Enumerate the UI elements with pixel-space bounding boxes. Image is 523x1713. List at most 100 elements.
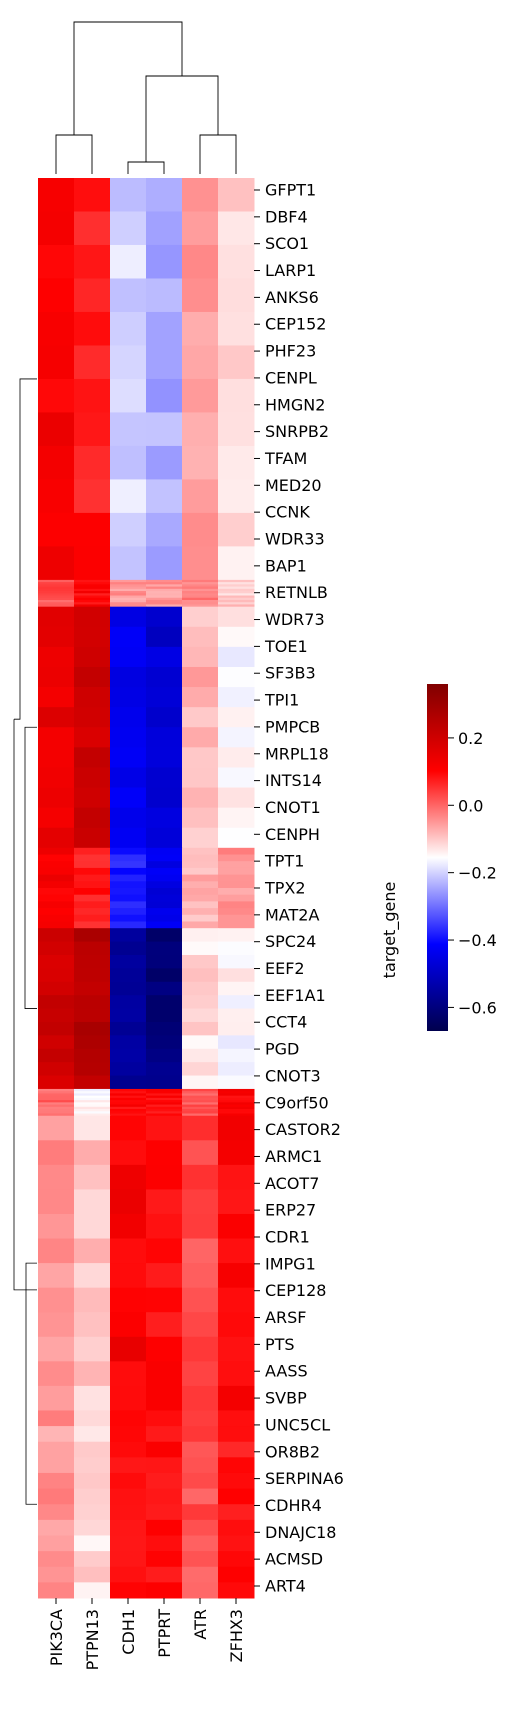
heatmap-cell-cdh1-b7 — [110, 1504, 147, 1521]
heatmap-cell-cdh1-b3 — [110, 908, 147, 916]
heatmap-cell-ptpn13-b0 — [74, 546, 111, 581]
heatmap-cell-pik3ca-b0 — [38, 512, 75, 547]
heatmap-cell-pik3ca-b3 — [38, 921, 75, 929]
colorbar-tick-label: −0.2 — [458, 864, 497, 883]
heatmap-cell-zfhx3-b5 — [218, 1113, 255, 1117]
heatmap-cell-zfhx3-b1 — [218, 586, 255, 590]
heatmap-cell-cdh1-b5 — [110, 1106, 147, 1110]
heatmap-cell-ptpn13-b7 — [74, 1410, 111, 1427]
heatmap-cell-atr-b4 — [182, 941, 219, 956]
heatmap-cell-ptprt-b3 — [146, 901, 183, 909]
heatmap-cell-ptpn13-b4 — [74, 968, 111, 983]
colorbar-tick-label: 0.2 — [458, 729, 483, 748]
heatmap-cell-cdh1-b0 — [110, 311, 147, 346]
heatmap-cell-atr-b5 — [182, 1113, 219, 1117]
heatmap-cell-cdh1-b4 — [110, 1075, 147, 1090]
heatmap-cell-atr-b7 — [182, 1535, 219, 1552]
heatmap-cell-cdh1-b0 — [110, 378, 147, 413]
row-tick-label: GFPT1 — [265, 181, 316, 200]
dendrogram-link — [55, 134, 93, 174]
heatmap-cell-ptpn13-b4 — [74, 995, 111, 1010]
heatmap-cell-ptprt-b6 — [146, 1213, 183, 1240]
heatmap-cell-zfhx3-b0 — [218, 512, 255, 547]
heatmap-cell-cdh1-b0 — [110, 546, 147, 581]
heatmap-cell-pik3ca-b6 — [38, 1385, 75, 1411]
heatmap-cell-cdh1-b3 — [110, 914, 147, 922]
heatmap-cell-zfhx3-b0 — [218, 378, 255, 413]
row-tick-label: LARP1 — [265, 261, 316, 280]
heatmap-cell-atr-b7 — [182, 1410, 219, 1427]
heatmap-cell-ptpn13-b3 — [74, 921, 111, 929]
heatmap-cell-pik3ca-b7 — [38, 1441, 75, 1458]
heatmap-cell-ptprt-b1 — [146, 588, 183, 592]
heatmap-cell-pik3ca-b3 — [38, 861, 75, 869]
row-tick-label: ARMC1 — [265, 1147, 322, 1166]
heatmap-cell-cdh1-b0 — [110, 244, 147, 279]
row-tick-label: SPC24 — [265, 932, 316, 951]
heatmap-cell-ptpn13-b0 — [74, 311, 111, 346]
heatmap-cell-cdh1-b3 — [110, 867, 147, 876]
heatmap-cell-ptprt-b4 — [146, 928, 183, 943]
heatmap-cell-zfhx3-b1 — [218, 579, 255, 583]
heatmap-cell-pik3ca-b3 — [38, 908, 75, 916]
heatmap-cell-ptpn13-b4 — [74, 1062, 111, 1077]
column-tick-label: ATR — [191, 1609, 210, 1640]
heatmap-cell-atr-b3 — [182, 874, 219, 882]
heatmap-cell-pik3ca-b4 — [38, 968, 75, 983]
heatmap-cell-ptpn13-b3 — [74, 881, 111, 889]
column-dendrogram — [55, 21, 237, 174]
heatmap-cell-pik3ca-b4 — [38, 1008, 75, 1023]
heatmap-cell-ptprt-b2 — [146, 727, 183, 748]
heatmap-cell-zfhx3-b0 — [218, 445, 255, 480]
heatmap-cell-cdh1-b6 — [110, 1361, 147, 1387]
heatmap-cell-zfhx3-b5 — [218, 1097, 255, 1101]
heatmap-cell-ptprt-b7 — [146, 1426, 183, 1443]
heatmap-cell-pik3ca-b2 — [38, 666, 75, 688]
heatmap-cell-zfhx3-b7 — [218, 1457, 255, 1474]
heatmap-cell-ptprt-b0 — [146, 211, 183, 246]
heatmap-cell-ptpn13-b5 — [74, 1091, 111, 1094]
heatmap-cell-zfhx3-b0 — [218, 311, 255, 346]
heatmap-cell-ptprt-b2 — [146, 626, 183, 648]
heatmap-cell-zfhx3-b0 — [218, 211, 255, 246]
heatmap-cell-pik3ca-b0 — [38, 345, 75, 380]
heatmap-cell-ptprt-b5 — [146, 1102, 183, 1106]
heatmap-cell-ptpn13-b3 — [74, 854, 111, 862]
heatmap-cell-ptpn13-b4 — [74, 1021, 111, 1036]
heatmap-cell-zfhx3-b2 — [218, 687, 255, 708]
heatmap-cell-ptpn13-b7 — [74, 1504, 111, 1521]
heatmap-cell-ptpn13-b6 — [74, 1115, 111, 1141]
heatmap-cell-atr-b2 — [182, 807, 219, 829]
row-tick-label: INTS14 — [265, 771, 322, 790]
heatmap-cell-zfhx3-b3 — [218, 847, 255, 856]
row-tick-label: CDR1 — [265, 1228, 310, 1247]
heatmap-cell-ptpn13-b3 — [74, 861, 111, 869]
heatmap-cell-pik3ca-b5 — [38, 1097, 75, 1101]
heatmap-cell-ptprt-b3 — [146, 894, 183, 902]
heatmap-cell-ptpn13-b5 — [74, 1100, 111, 1103]
heatmap-cell-ptprt-b1 — [146, 593, 183, 597]
heatmap-cell-cdh1-b7 — [110, 1535, 147, 1552]
heatmap-cell-ptpn13-b7 — [74, 1566, 111, 1583]
heatmap-cell-cdh1-b5 — [110, 1088, 147, 1092]
heatmap-cell-ptprt-b3 — [146, 847, 183, 856]
heatmap-cell-ptpn13-b1 — [74, 604, 111, 608]
heatmap-cell-zfhx3-b6 — [218, 1140, 255, 1166]
heatmap-cell-ptprt-b6 — [146, 1263, 183, 1289]
heatmap-cell-ptpn13-b3 — [74, 847, 111, 856]
heatmap-cell-atr-b3 — [182, 921, 219, 929]
colorbar-label: target_gene — [380, 882, 400, 979]
heatmap-cell-ptprt-b4 — [146, 968, 183, 983]
heatmap-cell-pik3ca-b6 — [38, 1115, 75, 1141]
heatmap-cell-ptprt-b6 — [146, 1189, 183, 1215]
heatmap-cell-ptpn13-b3 — [74, 914, 111, 922]
heatmap-cell-atr-b7 — [182, 1519, 219, 1536]
heatmap-cell-ptpn13-b6 — [74, 1164, 111, 1190]
heatmap-cell-atr-b1 — [182, 579, 219, 583]
heatmap-cell-ptprt-b4 — [146, 981, 183, 996]
heatmap-cell-ptprt-b7 — [146, 1441, 183, 1458]
heatmap-cell-ptpn13-b0 — [74, 345, 111, 380]
heatmap-cell-atr-b0 — [182, 244, 219, 279]
heatmap-cell-zfhx3-b3 — [218, 908, 255, 916]
heatmap-cell-atr-b5 — [182, 1088, 219, 1092]
